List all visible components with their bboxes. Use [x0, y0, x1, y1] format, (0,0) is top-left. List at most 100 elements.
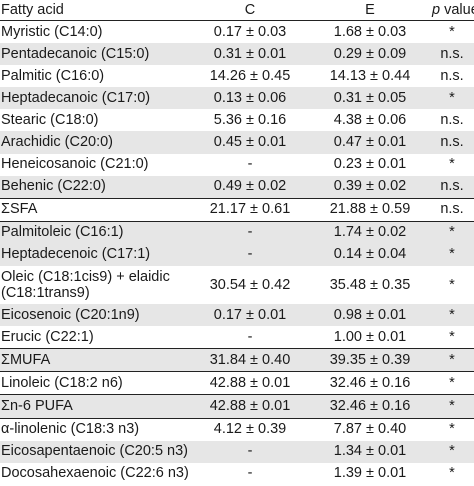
value-e: 32.46 ± 0.16	[310, 371, 430, 396]
value-e: 0.39 ± 0.02	[310, 175, 430, 199]
table-row: Docosahexaenoic (C22:6 n3) - 1.39 ± 0.01 *	[0, 463, 474, 485]
value-c: 5.36 ± 0.16	[213, 111, 287, 128]
value-e: 1.74 ± 0.02	[310, 221, 430, 244]
header-p-letter: p	[432, 1, 441, 18]
value-c: 0.45 ± 0.01	[190, 131, 310, 154]
value-e: 1.39 ± 0.01	[333, 465, 407, 482]
value-c: 0.13 ± 0.06	[190, 87, 310, 110]
p-value: *	[430, 440, 474, 463]
value-e: 0.29 ± 0.09	[310, 43, 430, 66]
value-c: -	[247, 465, 253, 482]
p-value: *	[449, 421, 455, 438]
fatty-acid-name: Eicosenoic (C20:1n9)	[0, 304, 190, 327]
value-e: 32.46 ± 0.16	[310, 394, 430, 419]
p-value: *	[430, 371, 474, 396]
value-e: 39.35 ± 0.39	[310, 348, 430, 373]
value-c: -	[190, 221, 310, 244]
p-value: *	[449, 276, 455, 293]
fatty-acid-name: Heptadecanoic (C17:0)	[0, 87, 190, 110]
value-e: 1.68 ± 0.03	[333, 23, 407, 40]
fatty-acid-name: ΣSFA	[0, 198, 190, 222]
p-value: n.s.	[430, 175, 474, 199]
table-row: Heptadecenoic (C17:1) -0.14 ± 0.04 *	[0, 243, 474, 267]
fatty-acid-name: Oleic (C18:1cis9) + elaidic (C18:1trans9…	[1, 269, 170, 302]
table-row: Palmitic (C16:0) 14.26 ± 0.45 14.13 ± 0.44…	[0, 65, 474, 87]
value-e: 0.14 ± 0.04	[310, 243, 430, 267]
p-value: n.s.	[430, 43, 474, 66]
table-row: Pentadecanoic (C15:0) 0.31 ± 0.01 0.29 ± 0…	[0, 43, 474, 66]
value-c: 0.31 ± 0.01	[190, 43, 310, 66]
table-row: α-linolenic (C18:3 n3) 4.12 ± 0.39 7.87 ± …	[0, 418, 474, 441]
table-row: Heneicosanoic (C21:0) - 0.23 ± 0.01 *	[0, 154, 474, 176]
table-row: ΣMUFA 31.84 ± 0.40 39.35 ± 0.39 *	[0, 348, 474, 373]
value-c: 42.88 ± 0.01	[190, 394, 310, 419]
header-row: Fatty acid C E p value	[0, 0, 474, 21]
value-c: 0.17 ± 0.01	[190, 304, 310, 327]
p-value: n.s.	[430, 198, 474, 222]
fatty-acid-name: Palmitic (C16:0)	[1, 67, 105, 84]
value-c: -	[247, 156, 253, 173]
table-row: Stearic (C18:0) 5.36 ± 0.16 4.38 ± 0.06 n.s…	[0, 109, 474, 131]
p-value: *	[430, 221, 474, 244]
fatty-acid-name: Erucic (C22:1)	[0, 326, 190, 350]
value-c: 30.54 ± 0.42	[209, 276, 291, 293]
p-value: *	[430, 304, 474, 327]
header-p-value: p value	[430, 0, 474, 21]
value-e: 0.47 ± 0.01	[310, 131, 430, 154]
header-e: E	[310, 0, 430, 21]
p-value: *	[449, 156, 455, 173]
value-e: 1.34 ± 0.01	[310, 440, 430, 463]
value-e: 4.38 ± 0.06	[333, 111, 407, 128]
p-value: *	[430, 243, 474, 267]
value-e: 7.87 ± 0.40	[333, 421, 407, 438]
table-row: Behenic (C22:0) 0.49 ± 0.02 0.39 ± 0.02 n.s…	[0, 175, 474, 199]
fatty-acid-name: Stearic (C18:0)	[1, 111, 99, 128]
header-c: C	[190, 0, 310, 21]
table-row: Eicosapentaenoic (C20:5 n3) -1.34 ± 0.01 *	[0, 440, 474, 463]
value-c: 14.26 ± 0.45	[209, 67, 291, 84]
fatty-acid-name: Myristic (C14:0)	[1, 23, 103, 40]
value-c: 4.12 ± 0.39	[213, 421, 287, 438]
table-body: Myristic (C14:0) 0.17 ± 0.03 1.68 ± 0.03 * P…	[0, 21, 474, 485]
table-row: Linoleic (C18:2 n6) 42.88 ± 0.01 32.46 ± 0…	[0, 371, 474, 396]
value-c: -	[190, 326, 310, 350]
fatty-acid-name: Linoleic (C18:2 n6)	[0, 371, 190, 396]
table-row: Palmitoleic (C16:1) -1.74 ± 0.02 *	[0, 221, 474, 244]
p-value: n.s.	[440, 67, 464, 84]
fatty-acid-name: Heptadecenoic (C17:1)	[0, 243, 190, 267]
table-row: Erucic (C22:1) -1.00 ± 0.01 *	[0, 326, 474, 350]
value-e: 0.31 ± 0.05	[310, 87, 430, 110]
fatty-acid-name: Arachidic (C20:0)	[0, 131, 190, 154]
table-row: Myristic (C14:0) 0.17 ± 0.03 1.68 ± 0.03 *	[0, 21, 474, 44]
table-row: Arachidic (C20:0) 0.45 ± 0.01 0.47 ± 0.01 n…	[0, 131, 474, 154]
p-value: *	[430, 394, 474, 419]
value-e: 14.13 ± 0.44	[329, 67, 411, 84]
table-row: ΣSFA 21.17 ± 0.61 21.88 ± 0.59 n.s.	[0, 198, 474, 222]
value-e: 21.88 ± 0.59	[310, 198, 430, 222]
value-e: 0.23 ± 0.01	[333, 156, 407, 173]
fatty-acid-name: ΣMUFA	[0, 348, 190, 373]
fatty-acid-name: Σn-6 PUFA	[0, 394, 190, 419]
value-e: 35.48 ± 0.35	[329, 276, 411, 293]
p-value: *	[449, 23, 455, 40]
fatty-acid-name: Pentadecanoic (C15:0)	[0, 43, 190, 66]
p-value: n.s.	[440, 111, 464, 128]
fatty-acid-name: Heneicosanoic (C21:0)	[1, 156, 149, 173]
value-c: -	[190, 243, 310, 267]
p-value: *	[430, 87, 474, 110]
fatty-acid-name: α-linolenic (C18:3 n3)	[1, 421, 140, 438]
p-value: *	[430, 326, 474, 350]
p-value: n.s.	[430, 131, 474, 154]
value-c: 0.17 ± 0.03	[213, 23, 287, 40]
value-e: 1.00 ± 0.01	[310, 326, 430, 350]
value-c: 42.88 ± 0.01	[190, 371, 310, 396]
fatty-acid-name: Eicosapentaenoic (C20:5 n3)	[0, 440, 190, 463]
fatty-acid-name: Docosahexaenoic (C22:6 n3)	[1, 465, 189, 482]
table-row: Σn-6 PUFA 42.88 ± 0.01 32.46 ± 0.16 *	[0, 394, 474, 419]
value-c: -	[190, 440, 310, 463]
p-value: *	[430, 348, 474, 373]
value-e: 0.98 ± 0.01	[310, 304, 430, 327]
header-p-rest: value	[444, 1, 474, 18]
p-value: *	[449, 465, 455, 482]
